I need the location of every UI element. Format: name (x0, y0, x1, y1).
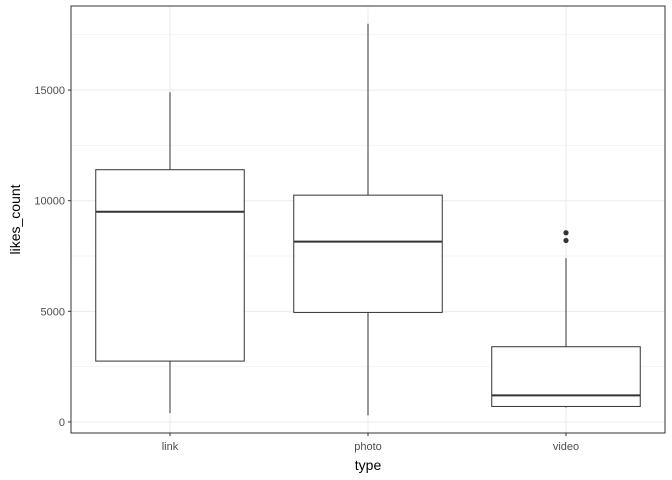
box-video (491, 346, 641, 407)
x-tick-label: video (553, 441, 579, 453)
y-tick-label: 5000 (41, 306, 65, 318)
outlier-point (563, 230, 569, 236)
x-axis-title: type (355, 457, 382, 473)
y-tick-label: 0 (59, 417, 65, 429)
x-axis-ticks: link photo video (162, 433, 579, 453)
outlier-point (563, 237, 569, 244)
y-axis-title: likes_count (7, 184, 23, 254)
box-link (95, 169, 245, 362)
box-photo (293, 194, 443, 313)
y-tick-label: 10000 (34, 196, 65, 208)
x-tick-label: link (162, 441, 179, 453)
x-tick-label: photo (354, 441, 382, 453)
box-plots (95, 23, 641, 416)
y-axis-ticks: 0 5000 10000 15000 (34, 85, 71, 429)
y-tick-label: 15000 (34, 85, 65, 97)
